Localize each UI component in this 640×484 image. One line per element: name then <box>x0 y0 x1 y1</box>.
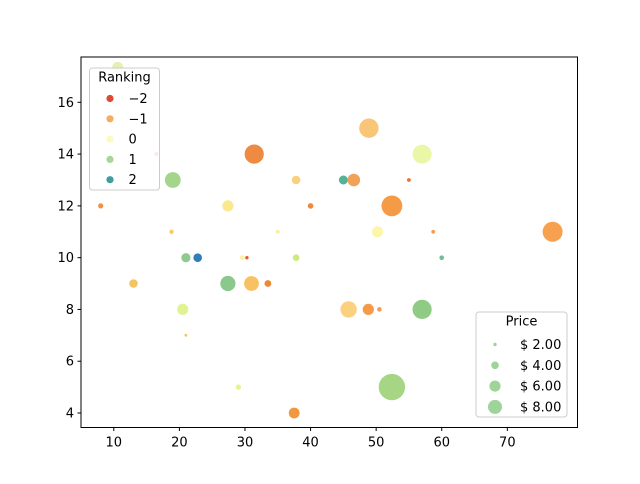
ranking-legend-swatch <box>106 135 114 143</box>
data-point <box>244 144 264 164</box>
data-point <box>412 144 432 164</box>
data-point <box>288 407 300 419</box>
x-axis-tick-label: 40 <box>302 436 319 451</box>
data-point <box>292 254 300 261</box>
ranking-legend-swatch <box>106 176 114 184</box>
ranking-legend-swatch <box>106 115 114 123</box>
data-point <box>340 301 357 318</box>
price-legend-swatch <box>491 361 499 370</box>
price-legend-label: $ 4.00 <box>520 359 561 374</box>
y-axis-tick-label: 4 <box>66 407 74 422</box>
price-legend-label: $ 2.00 <box>520 338 561 353</box>
data-point <box>169 229 174 234</box>
data-point <box>244 276 259 291</box>
x-axis-tick-label: 10 <box>106 436 123 451</box>
data-point <box>377 307 382 312</box>
ranking-legend-label: 1 <box>129 153 137 168</box>
price-legend-label: $ 6.00 <box>520 380 561 395</box>
data-point <box>291 175 301 185</box>
data-point <box>381 195 403 217</box>
data-point <box>347 173 361 187</box>
y-axis-tick-label: 14 <box>57 148 74 163</box>
data-point <box>359 118 379 138</box>
data-point <box>542 221 563 242</box>
x-axis-tick-label: 50 <box>368 436 385 451</box>
data-point <box>235 384 241 390</box>
ranking-legend-label: 0 <box>129 133 137 148</box>
data-point <box>184 333 188 337</box>
data-point <box>378 373 406 401</box>
data-point <box>193 253 202 262</box>
data-point <box>362 303 374 315</box>
price-legend-swatch <box>493 342 497 347</box>
y-axis-tick-label: 8 <box>66 303 74 318</box>
price-legend-swatch <box>488 399 502 414</box>
price-legend-title: Price <box>506 315 538 330</box>
data-point <box>264 280 272 287</box>
data-point <box>245 256 249 260</box>
data-point <box>239 255 245 261</box>
price-legend-label: $ 8.00 <box>520 400 561 415</box>
data-point <box>222 200 234 212</box>
data-point <box>307 203 314 209</box>
x-axis-tick-label: 20 <box>171 436 188 451</box>
y-axis-tick-label: 16 <box>57 96 74 111</box>
data-point <box>372 226 383 238</box>
ranking-legend-label: −2 <box>129 92 148 107</box>
ranking-legend-label: 2 <box>129 173 137 188</box>
data-point <box>177 303 189 315</box>
data-point <box>181 253 191 263</box>
data-point <box>275 229 280 234</box>
data-point <box>98 203 104 209</box>
data-point <box>407 178 411 182</box>
data-point <box>412 299 432 319</box>
ranking-legend-swatch <box>106 94 114 103</box>
data-point <box>439 255 445 260</box>
ranking-legend-box <box>89 67 160 191</box>
price-legend-swatch <box>489 380 501 392</box>
x-axis-tick-label: 30 <box>237 436 254 451</box>
ranking-legend-title: Ranking <box>98 71 151 86</box>
ranking-legend-label: −1 <box>129 112 148 127</box>
data-point <box>338 175 348 185</box>
data-point <box>220 275 236 292</box>
y-axis-tick-label: 12 <box>57 199 74 214</box>
x-axis-tick-label: 70 <box>499 436 516 451</box>
data-point <box>431 229 436 234</box>
ranking-legend-swatch <box>106 155 114 163</box>
plot-frame <box>80 56 578 428</box>
x-axis-tick-label: 60 <box>433 436 450 451</box>
y-axis-tick-label: 6 <box>66 355 74 370</box>
data-point <box>129 279 138 288</box>
price-legend-box <box>475 311 568 418</box>
data-point <box>164 172 181 188</box>
y-axis-tick-label: 10 <box>57 251 74 266</box>
